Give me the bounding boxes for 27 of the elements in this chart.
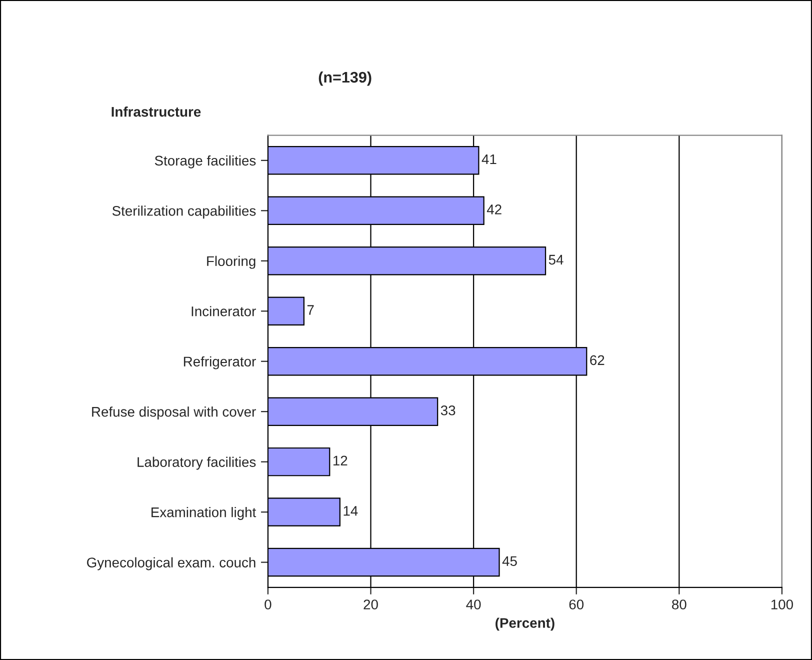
chart-title: (n=139) [318,71,372,86]
data-label: 7 [307,305,314,315]
data-label: 62 [590,355,604,366]
y-tick-label: Gynecological exam. couch [87,557,256,570]
data-label: 41 [482,154,496,164]
y-tick-label: Refuse disposal with cover [92,406,256,420]
x-tick-label: 80 [672,600,686,610]
data-label: 14 [344,506,358,516]
y-tick-label: Incinerator [192,306,256,316]
x-tick-label: 20 [364,600,378,610]
y-tick-label: Refrigerator [184,356,256,370]
data-label: 54 [548,254,564,265]
y-axis-title: Infrastructure [112,106,201,117]
x-tick-label: 40 [466,600,481,610]
x-tick-label: 60 [569,600,584,610]
y-tick-label: Sterilization capabilities [112,206,256,219]
x-tick-label: 100 [771,600,793,610]
y-tick-label: Flooring [207,256,256,269]
data-label: 33 [440,405,456,416]
data-label: 12 [333,456,348,466]
x-tick-label: 0 [264,600,272,610]
y-tick-label: Storage facilities [154,155,256,168]
data-label: 45 [502,556,517,566]
x-axis-title: (Percent) [496,618,554,631]
data-label: 42 [486,204,502,214]
y-tick-label: Examination light [152,507,256,520]
y-tick-label: Laboratory facilities [138,456,256,470]
